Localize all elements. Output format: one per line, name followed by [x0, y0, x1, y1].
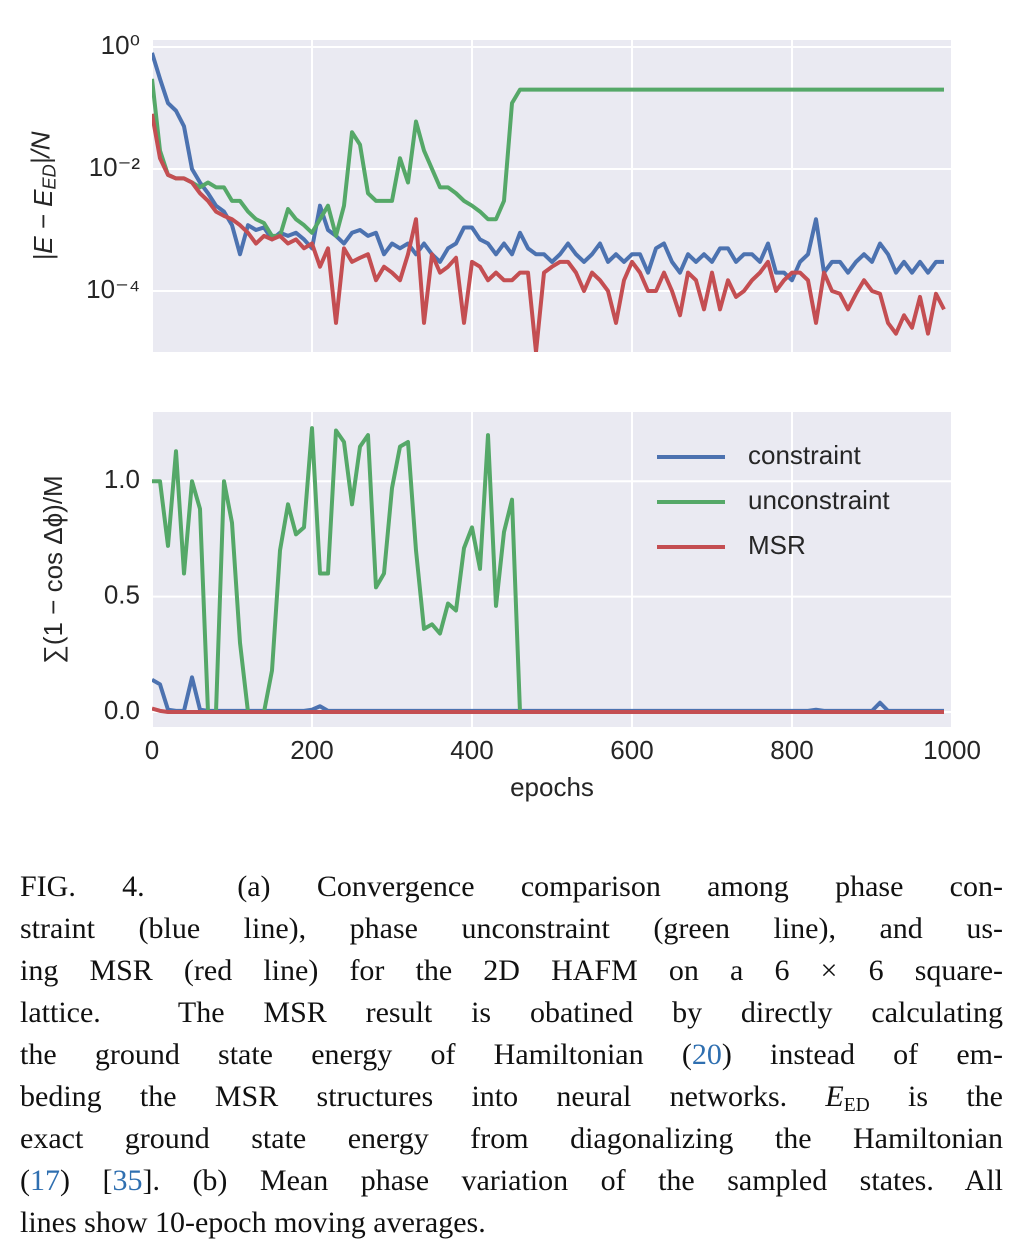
y-tick-label: 10⁻⁴ [86, 274, 140, 304]
caption-text: the ground state energy of Hamiltonian ( [20, 1038, 692, 1071]
caption-text: exact ground state energy from diagonali… [20, 1122, 1003, 1155]
caption-text: FIG. 4. (a) Convergence comparison among… [20, 870, 1003, 903]
legend-label: MSR [748, 530, 806, 560]
y-tick-label: 10⁻² [89, 152, 141, 182]
legend-label: unconstraint [748, 485, 890, 515]
caption-line: exact ground state energy from diagonali… [20, 1118, 1003, 1160]
x-tick-label: 200 [290, 735, 333, 765]
caption-line: ing MSR (red line) for the 2D HAFM on a … [20, 950, 1003, 992]
y-tick-label: 10⁰ [101, 30, 140, 60]
plot-background [152, 40, 952, 352]
y-tick-label: 0.0 [104, 695, 140, 725]
caption-text: lines show 10-epoch moving averages. [20, 1206, 486, 1239]
x-tick-label: 800 [770, 735, 813, 765]
caption-text: ) [ [60, 1164, 113, 1197]
caption-text: ) instead of em- [721, 1038, 1003, 1071]
reference-link: 35 [112, 1164, 143, 1197]
reference-link: 20 [691, 1038, 722, 1071]
caption-line: the ground state energy of Hamiltonian (… [20, 1034, 1003, 1076]
x-tick-label: 0 [145, 735, 159, 765]
x-axis-label: epochs [510, 772, 594, 802]
caption-text: straint (blue line), phase unconstraint … [20, 912, 1003, 945]
caption-text: ing MSR (red line) for the 2D HAFM on a … [20, 954, 1003, 987]
caption-line: FIG. 4. (a) Convergence comparison among… [20, 866, 1003, 908]
caption-text: is the [869, 1080, 1003, 1113]
x-tick-label: 400 [450, 735, 493, 765]
caption-line: (17) [35]. (b) Mean phase variation of t… [20, 1160, 1003, 1202]
figure: 10⁻⁴ 10⁻² 10⁰ |E − EED|/N 0.0 0.5 1.0 0 200 400 60… [26, 30, 981, 802]
y-tick-label: 0.5 [104, 579, 140, 609]
caption-text: ( [20, 1164, 30, 1197]
series-line [152, 113, 946, 352]
caption: FIG. 4. (a) Convergence comparison among… [20, 866, 1003, 1244]
caption-text: beding the MSR structures into neural ne… [20, 1080, 826, 1113]
math-subscript: ED [843, 1094, 870, 1116]
y-axis-label: |E − EED|/N [26, 131, 60, 260]
x-tick-label: 1000 [923, 735, 981, 765]
caption-line: straint (blue line), phase unconstraint … [20, 908, 1003, 950]
x-tick-label: 600 [610, 735, 653, 765]
math-symbol: EED [825, 1080, 870, 1116]
caption-line: lattice. The MSR result is obatined by d… [20, 992, 1003, 1034]
legend-label: constraint [748, 440, 861, 470]
caption-line: beding the MSR structures into neural ne… [20, 1076, 1003, 1118]
caption-line: lines show 10-epoch moving averages. [20, 1202, 1003, 1244]
y-tick-label: 1.0 [104, 464, 140, 494]
y-axis-label: ∑(1 − cos Δϕ)/M [38, 475, 68, 663]
plot-background [152, 412, 952, 727]
series-line [152, 78, 944, 238]
reference-link: 17 [30, 1164, 60, 1197]
series-line [152, 706, 944, 714]
series-line [152, 52, 944, 283]
caption-text: ]. (b) Mean phase variation of the sampl… [142, 1164, 1003, 1197]
caption-text: lattice. The MSR result is obatined by d… [20, 996, 1003, 1029]
